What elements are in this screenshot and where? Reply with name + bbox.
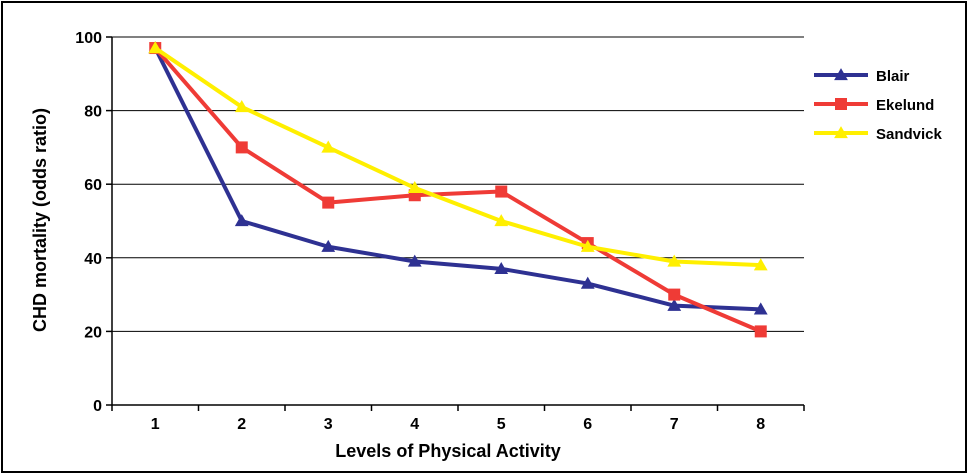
legend-label-sandvick: Sandvick (876, 126, 943, 143)
data-point-sandvick (321, 140, 336, 153)
legend-item-sandvick: Sandvick (814, 126, 943, 143)
y-tick-label: 60 (84, 177, 102, 194)
data-point-sandvick (580, 239, 595, 252)
series-sandvick (148, 41, 768, 271)
series-line-sandvick (154, 46, 761, 268)
legend-marker-sandvick (834, 126, 848, 139)
data-point-ekelund (754, 325, 767, 338)
data-point-ekelund (235, 141, 248, 154)
legend-item-ekelund: Ekelund (814, 97, 934, 114)
x-tick-label: 3 (324, 416, 333, 433)
x-tick-label: 7 (670, 416, 679, 433)
data-point-ekelund (322, 196, 335, 209)
series-line-ekelund (153, 46, 762, 334)
x-tick-label: 2 (237, 416, 246, 433)
data-point-blair (580, 276, 595, 289)
y-tick-label: 20 (84, 324, 102, 341)
legend-label-ekelund: Ekelund (876, 97, 934, 114)
legend: Blair Ekelund Sandvick (814, 68, 943, 143)
data-point-ekelund (668, 288, 681, 301)
gridlines (112, 36, 804, 332)
legend-marker-ekelund (835, 98, 847, 110)
x-tick-label: 8 (756, 416, 765, 433)
axes: 0 20 40 60 80 100 1 2 3 4 5 6 7 8 (75, 30, 805, 433)
series-line-blair (153, 47, 761, 312)
x-tick-label: 1 (151, 416, 160, 433)
data-point-blair (407, 254, 422, 267)
data-point-sandvick (234, 100, 249, 113)
data-point-sandvick (494, 214, 509, 227)
x-tick-label: 4 (410, 416, 419, 433)
legend-item-blair: Blair (814, 68, 910, 85)
data-point-sandvick (148, 41, 163, 54)
series-layer (148, 41, 768, 338)
legend-marker-blair (834, 68, 848, 81)
data-point-sandvick (753, 258, 768, 271)
y-tick-label: 40 (84, 251, 102, 268)
y-axis-title: CHD mortality (odds ratio) (30, 108, 50, 332)
data-point-blair (494, 261, 509, 275)
x-tick-label: 6 (583, 416, 592, 433)
legend-label-blair: Blair (876, 68, 910, 85)
x-axis-title: Levels of Physical Activity (335, 441, 560, 461)
data-point-sandvick (407, 180, 422, 194)
data-point-blair (667, 298, 682, 311)
data-point-blair (321, 239, 336, 252)
data-point-blair (234, 214, 249, 227)
y-tick-label: 80 (84, 104, 102, 121)
y-tick-label: 100 (75, 30, 102, 47)
data-point-ekelund (495, 185, 508, 198)
series-blair (148, 41, 768, 315)
x-tick-label: 5 (497, 416, 506, 433)
data-point-sandvick (667, 254, 682, 267)
data-point-blair (753, 302, 768, 315)
series-ekelund (149, 42, 767, 338)
y-tick-label: 0 (93, 398, 102, 415)
